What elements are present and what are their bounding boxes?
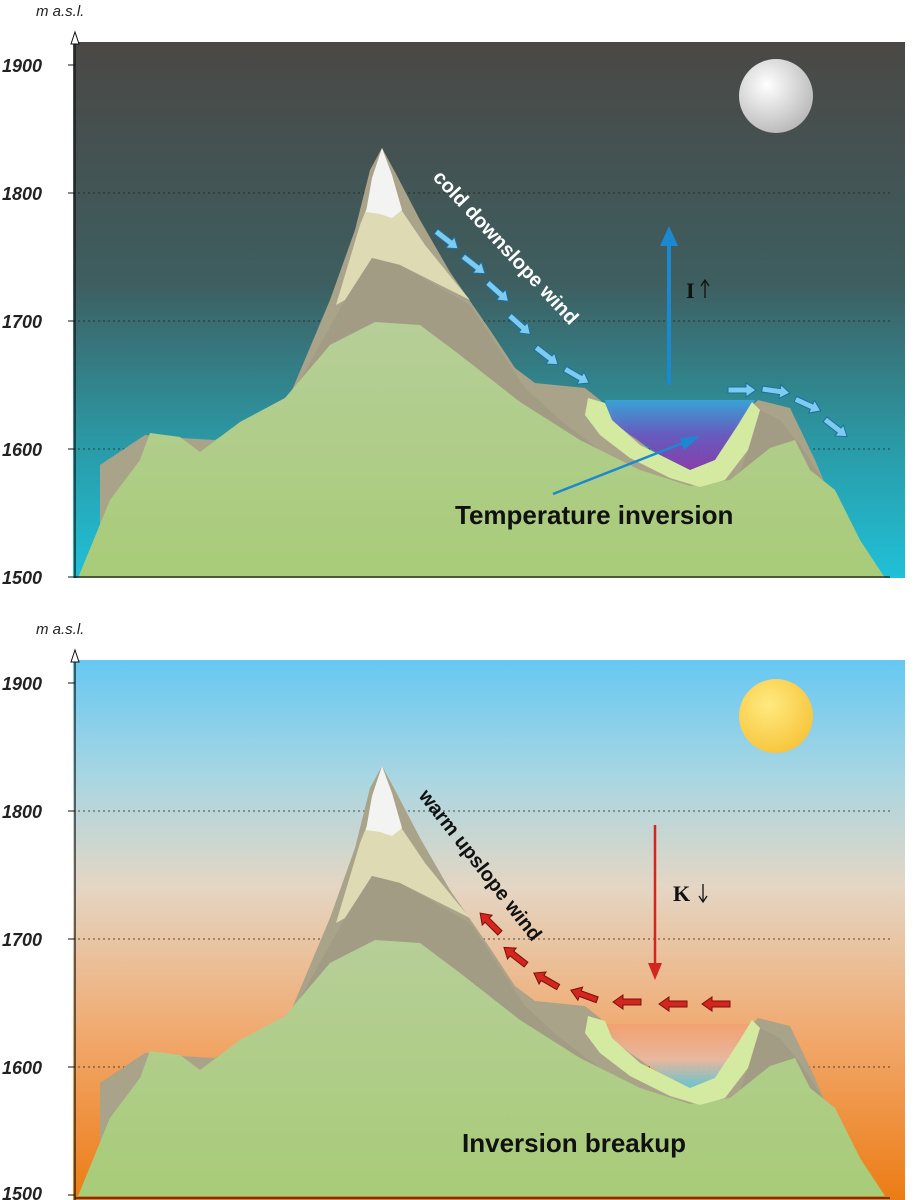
outgoing-flux-arrow [660, 226, 678, 385]
day-panel: m a.s.l. 1900 1800 1700 1600 1500 warm u… [2, 621, 905, 1200]
day-tick-1500: 1500 [2, 1184, 42, 1200]
moon-icon [739, 59, 813, 133]
night-y-axis: m a.s.l. 1900 1800 1700 1600 1500 [2, 3, 890, 588]
valley-slope-light-day [585, 1016, 760, 1105]
flux-down-small-arrow [698, 884, 708, 904]
breaking-inversion-pool [605, 1024, 755, 1088]
valley-slope-light [585, 398, 760, 487]
inversion-pointer-arrow [552, 436, 700, 496]
cold-downslope-arrows [433, 228, 848, 438]
night-tick-1600: 1600 [2, 440, 42, 460]
flux-up-small-arrow [700, 278, 710, 298]
night-y-unit: m a.s.l. [36, 3, 84, 20]
flux-label-k: K [673, 881, 690, 906]
night-tick-1900: 1900 [2, 56, 42, 76]
day-tick-1900: 1900 [2, 674, 42, 694]
day-y-unit: m a.s.l. [36, 621, 84, 638]
night-tick-1800: 1800 [2, 184, 42, 204]
temperature-inversion-label: Temperature inversion [455, 500, 733, 530]
day-tick-1800: 1800 [2, 802, 42, 822]
sun-icon [739, 679, 813, 753]
cold-air-pool [605, 400, 755, 470]
night-tick-1700: 1700 [2, 312, 42, 332]
warm-upslope-arrows [479, 912, 731, 1012]
flux-label-i: I [686, 278, 695, 303]
day-y-axis: m a.s.l. 1900 1800 1700 1600 1500 [2, 621, 890, 1200]
night-tick-1500: 1500 [2, 568, 42, 588]
incoming-flux-arrow [648, 825, 662, 980]
day-tick-1600: 1600 [2, 1058, 42, 1078]
night-panel: m a.s.l. 1900 1800 1700 1600 1500 cold d… [2, 3, 905, 588]
day-tick-1700: 1700 [2, 930, 42, 950]
inversion-breakup-label: Inversion breakup [462, 1128, 686, 1158]
